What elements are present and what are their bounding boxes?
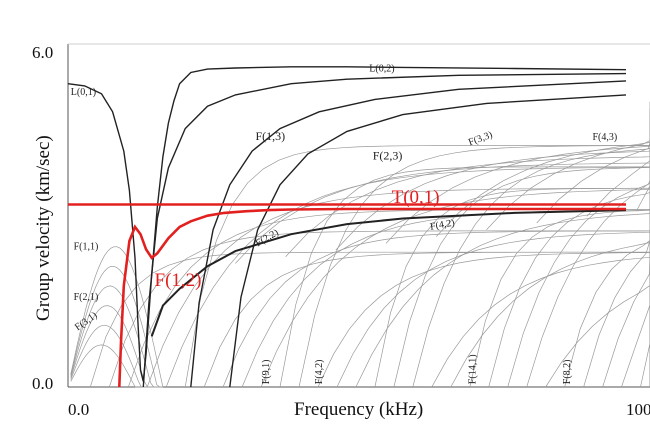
highlight-curve-f12 [118, 207, 626, 388]
minor-mode-curve-36 [70, 265, 163, 388]
major-mode-curve-l01-0 [67, 83, 170, 382]
minor-mode-curve-26 [564, 230, 650, 388]
minor-mode-curve-6 [184, 145, 650, 388]
minor-mode-curve-15 [355, 209, 650, 388]
minor-mode-curve-23 [507, 166, 650, 388]
minor-mode-curve-11 [279, 166, 650, 388]
minor-mode-curve-19 [431, 252, 650, 388]
mode-label-12: F(2,1) [74, 292, 99, 303]
minor-mode-curve-46 [486, 128, 650, 230]
minor-mode-curve-45 [436, 135, 650, 237]
minor-mode-curve-27 [583, 209, 650, 388]
minor-mode-curve-25 [545, 252, 650, 388]
minor-mode-curve-21 [469, 209, 650, 388]
y-tick-bottom: 0.0 [32, 374, 53, 393]
minor-mode-curve-43 [335, 148, 650, 251]
major-mode-curve-f33-5 [229, 94, 627, 388]
mode-label-9: F(4,2) [429, 218, 455, 233]
minor-mode-curve-17 [393, 166, 650, 388]
minor-mode-curve-48 [586, 115, 650, 217]
mode-label-3: F(2,3) [373, 149, 403, 163]
mode-label-1: L(0,2) [369, 63, 394, 74]
highlighted-curves [68, 203, 626, 388]
major-mode-curve-f13-2 [142, 72, 627, 388]
mode-label-14: F(9,1) [261, 359, 272, 384]
minor-dispersion-curves [70, 101, 650, 388]
major-mode-curve-f42-4 [150, 209, 627, 337]
minor-mode-curve-47 [536, 121, 650, 224]
major-mode-curve-l02-1 [167, 66, 627, 124]
mode-label-5: F(4,3) [593, 132, 618, 143]
minor-mode-curve-30 [640, 145, 650, 388]
minor-mode-curve-14 [336, 230, 650, 388]
y-tick-top: 6.0 [32, 43, 53, 62]
minor-mode-curve-44 [385, 142, 650, 244]
minor-mode-curve-41 [235, 162, 650, 264]
mode-label-17: F(8,2) [562, 359, 573, 384]
mode-label-11: F(1,1) [74, 241, 99, 252]
plot-frame [67, 43, 650, 388]
minor-mode-curve-29 [621, 166, 650, 388]
minor-mode-curve-5 [165, 166, 650, 388]
major-dispersion-curves [67, 66, 627, 388]
mode-labels: L(0,1)L(0,2)F(1,3)F(2,3)F(3,3) F(4,3)F(4,… [71, 63, 617, 384]
minor-mode-curve-16 [374, 187, 650, 388]
minor-mode-curve-10 [260, 188, 650, 388]
minor-mode-curve-22 [488, 188, 650, 388]
mode-label-16: F(14,1) [467, 354, 478, 384]
minor-mode-curve-40 [70, 344, 163, 388]
minor-mode-curve-13 [317, 252, 650, 388]
minor-mode-curve-42 [285, 155, 650, 257]
mode-label-15: F(4,2) [314, 359, 325, 384]
mode-label-0: L(0,1) [71, 87, 96, 98]
minor-mode-curve-20 [450, 230, 650, 388]
minor-mode-curve-24 [526, 145, 650, 388]
x-axis-title: Frequency (kHz) [294, 399, 423, 420]
mode-label-26: T(0,1) [392, 187, 440, 208]
y-axis-title: Group velocity (km/sec) [33, 135, 54, 321]
mode-label-2: F(1,3) [256, 129, 286, 143]
minor-mode-curve-28 [602, 188, 650, 388]
x-tick-left: 0.0 [68, 400, 89, 419]
minor-mode-curve-12 [298, 145, 650, 388]
minor-mode-curve-37 [70, 285, 163, 388]
x-tick-right: 100 [626, 400, 650, 419]
mode-label-27: F(1,2) [155, 270, 202, 291]
minor-mode-curve-8 [222, 230, 650, 388]
